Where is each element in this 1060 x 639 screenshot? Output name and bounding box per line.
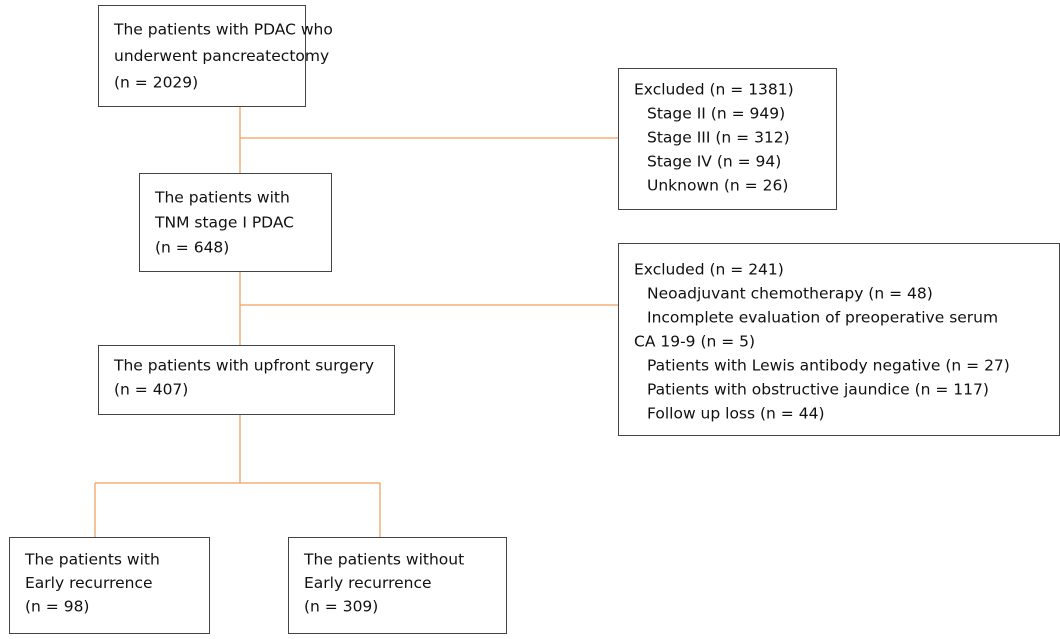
node-text: Patients with obstructive jaundice (n = … bbox=[647, 381, 989, 399]
node-text: Follow up loss (n = 44) bbox=[647, 405, 825, 423]
node-text: Stage III (n = 312) bbox=[647, 129, 790, 147]
node-text: The patients with PDAC who bbox=[113, 21, 333, 39]
node-box bbox=[98, 5, 306, 107]
node-text: TNM stage I PDAC bbox=[154, 214, 294, 232]
node-box bbox=[9, 537, 210, 634]
node-text: Unknown (n = 26) bbox=[647, 177, 788, 195]
node-text: (n = 407) bbox=[114, 381, 188, 399]
node-text: (n = 309) bbox=[304, 598, 378, 616]
node-text: The patients with upfront surgery bbox=[113, 357, 374, 375]
node-text: Early recurrence bbox=[25, 574, 153, 592]
node-box bbox=[288, 537, 507, 634]
node-text: Stage IV (n = 94) bbox=[647, 153, 781, 171]
node-text: underwent pancreatectomy bbox=[114, 47, 329, 65]
node-text: Patients with Lewis antibody negative (n… bbox=[647, 357, 1010, 375]
node-text: The patients without bbox=[303, 551, 464, 569]
node-text: (n = 2029) bbox=[114, 74, 198, 92]
node-text: The patients with bbox=[24, 551, 160, 569]
node-box bbox=[139, 173, 332, 272]
node-text: CA 19-9 (n = 5) bbox=[634, 333, 755, 351]
node-text: Neoadjuvant chemotherapy (n = 48) bbox=[647, 285, 933, 303]
node-text: Stage II (n = 949) bbox=[647, 105, 785, 123]
node-box bbox=[618, 68, 837, 210]
node-text: (n = 98) bbox=[25, 598, 89, 616]
node-text: The patients with bbox=[154, 189, 290, 207]
node-text: Excluded (n = 1381) bbox=[634, 81, 794, 99]
node-text: Incomplete evaluation of preoperative se… bbox=[647, 309, 998, 327]
node-text: Excluded (n = 241) bbox=[634, 261, 784, 279]
node-text: (n = 648) bbox=[155, 239, 229, 257]
node-text: Early recurrence bbox=[304, 574, 432, 592]
node-box bbox=[98, 345, 395, 415]
